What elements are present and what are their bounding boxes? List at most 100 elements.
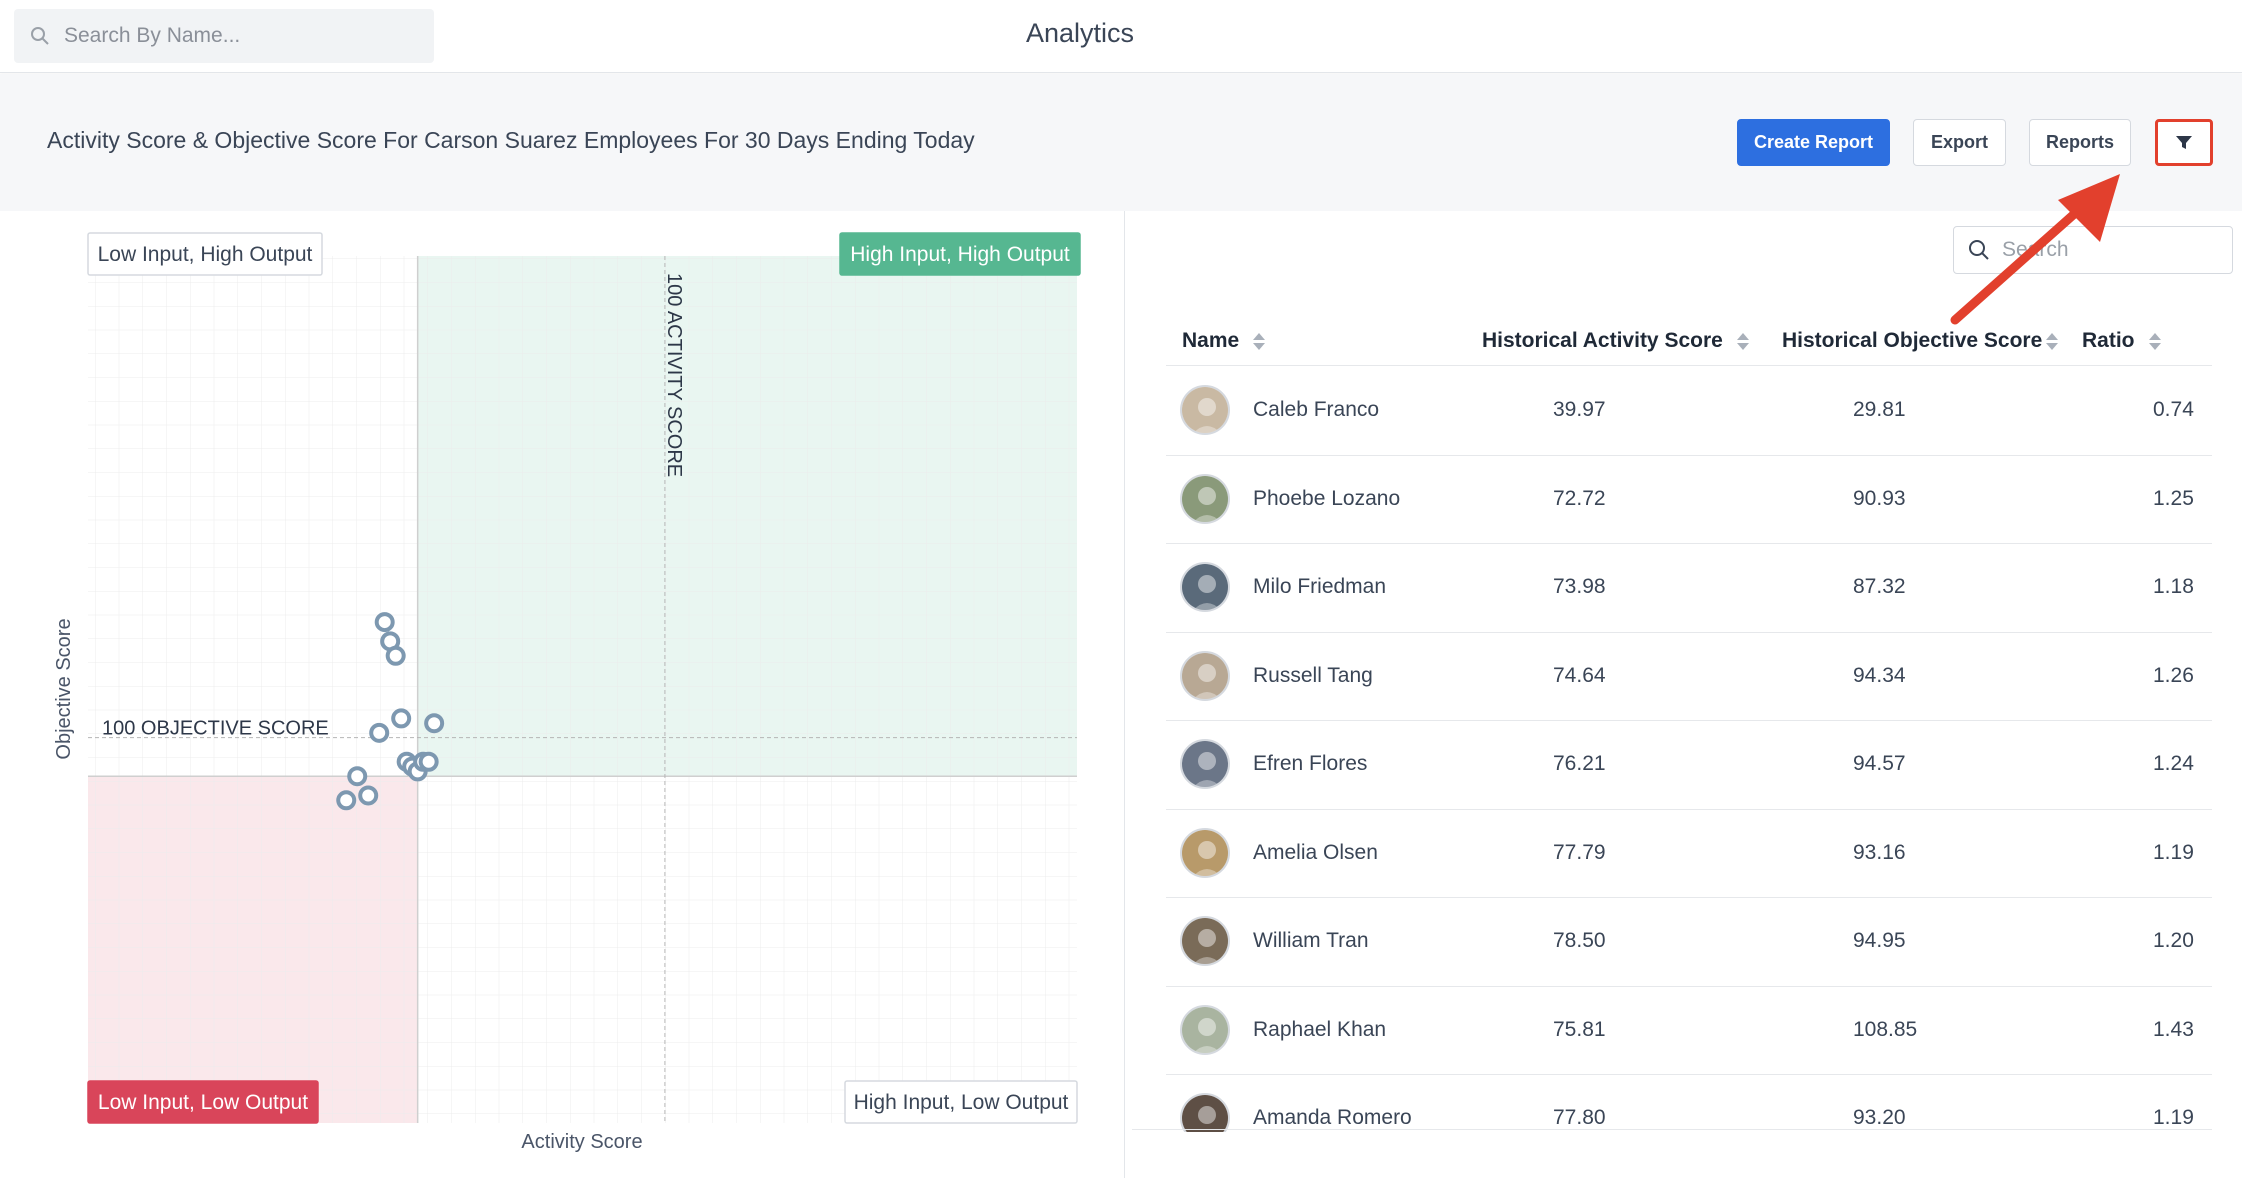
objective-score: 108.85 (1853, 1017, 1918, 1041)
column-label: Historical Objective Score (1782, 329, 2043, 352)
avatar-photo-icon (1182, 829, 1228, 876)
export-button[interactable]: Export (1913, 119, 2006, 166)
employee-name[interactable]: Caleb Franco (1253, 398, 1380, 421)
data-point (424, 713, 445, 734)
column-label: Ratio (2082, 329, 2135, 352)
data-point (358, 785, 379, 806)
quadrant-label-box (839, 232, 1081, 276)
employee-name[interactable]: Russell Tang (1253, 663, 1373, 687)
objective-score: 87.32 (1853, 575, 1906, 598)
avatar-photo-icon (1182, 475, 1228, 522)
table-header: Name Historical Activity Score Historica… (1166, 319, 2212, 366)
reference-label-objective: 100 OBJECTIVE SCORE (102, 718, 329, 740)
avatar (1180, 827, 1230, 878)
data-point (374, 612, 395, 633)
avatar-photo-icon (1182, 652, 1228, 699)
table-row[interactable]: Raphael Khan 75.81 108.85 1.43 (1166, 987, 2212, 1075)
avatar (1180, 473, 1230, 524)
search-icon (31, 27, 49, 45)
grid-lines (88, 256, 1077, 1123)
quadrant-label-box (87, 1080, 319, 1124)
activity-score: 75.81 (1553, 1017, 1606, 1041)
quadrant-label-high-high: High Input, High Output (839, 232, 1081, 276)
objective-score: 94.34 (1853, 663, 1906, 687)
reports-button[interactable]: Reports (2029, 119, 2131, 166)
table-divider (1132, 1129, 2212, 1130)
ratio: 1.43 (2153, 1017, 2194, 1041)
column-header-objective[interactable]: Historical Objective Score (1782, 329, 2059, 353)
avatar (1180, 1004, 1230, 1055)
sort-icon[interactable] (1253, 332, 1266, 350)
top-bar: Analytics (0, 0, 2242, 73)
quadrant-label-text: High Input, High Output (850, 243, 1070, 266)
ratio: 0.74 (2153, 398, 2194, 421)
activity-score: 78.50 (1553, 929, 1606, 952)
quadrant-label-high-low: High Input, Low Output (844, 1080, 1078, 1124)
avatar-photo-icon (1182, 1095, 1228, 1132)
data-point (418, 751, 439, 772)
objective-score: 93.16 (1853, 840, 1906, 864)
create-report-button[interactable]: Create Report (1737, 119, 1890, 166)
reference-label-activity: 100 ACTIVITY SCORE (663, 273, 685, 477)
report-header: Activity Score & Objective Score For Car… (0, 74, 2242, 211)
activity-score: 39.97 (1553, 398, 1606, 421)
objective-score: 93.20 (1853, 1106, 1906, 1129)
name-search-input[interactable] (64, 24, 424, 48)
objective-score: 90.93 (1853, 486, 1906, 510)
sort-icon[interactable] (1736, 332, 1749, 350)
filter-icon (2176, 135, 2192, 149)
avatar-photo-icon (1182, 918, 1228, 964)
ratio: 1.25 (2153, 486, 2194, 510)
employee-name[interactable]: Efren Flores (1253, 752, 1368, 775)
data-point (369, 722, 390, 743)
table-row[interactable]: Amelia Olsen 77.79 93.16 1.19 (1166, 810, 2212, 898)
avatar (1180, 739, 1230, 789)
quadrant-scatter-chart: Low Input, High Output High Input, High O… (53, 232, 1081, 1153)
table-row[interactable]: Efren Flores 76.21 94.57 1.24 (1166, 721, 2212, 810)
avatar (1180, 650, 1230, 701)
activity-score: 77.79 (1553, 840, 1606, 864)
avatar (1180, 562, 1230, 612)
objective-score: 29.81 (1853, 398, 1906, 421)
employee-name[interactable]: William Tran (1253, 929, 1369, 952)
sort-icon[interactable] (2148, 332, 2161, 350)
table-row[interactable]: Amanda Romero 77.80 93.20 1.19 (1166, 1075, 2212, 1132)
quadrant-label-text: Low Input, High Output (98, 243, 313, 266)
ratio: 1.19 (2153, 840, 2194, 864)
avatar-photo-icon (1182, 741, 1228, 787)
activity-score: 73.98 (1553, 575, 1606, 598)
activity-score: 76.21 (1553, 752, 1606, 775)
table-row[interactable]: William Tran 78.50 94.95 1.20 (1166, 898, 2212, 987)
table-row[interactable]: Russell Tang 74.64 94.34 1.26 (1166, 633, 2212, 721)
avatar-photo-icon (1182, 387, 1228, 433)
avatar (1180, 1093, 1230, 1132)
employee-name[interactable]: Amanda Romero (1253, 1106, 1412, 1129)
employee-name[interactable]: Amelia Olsen (1253, 840, 1378, 864)
report-title: Activity Score & Objective Score For Car… (47, 127, 975, 153)
quadrant-label-box (844, 1080, 1078, 1124)
employee-table-panel: Name Historical Activity Score Historica… (1126, 211, 2242, 1178)
avatar (1180, 916, 1230, 966)
y-axis-label: Objective Score (53, 618, 75, 759)
ratio: 1.24 (2153, 752, 2194, 775)
avatar-photo-icon (1182, 564, 1228, 610)
column-header-activity[interactable]: Historical Activity Score (1482, 329, 1749, 353)
ratio: 1.26 (2153, 663, 2194, 687)
column-header-ratio[interactable]: Ratio (2082, 329, 2161, 353)
search-icon (1969, 240, 1989, 260)
quadrant-label-box (87, 232, 323, 276)
employee-name[interactable]: Milo Friedman (1253, 575, 1387, 598)
column-header-name[interactable]: Name (1182, 329, 1266, 353)
table-row[interactable]: Milo Friedman 73.98 87.32 1.18 (1166, 544, 2212, 633)
employee-name[interactable]: Raphael Khan (1253, 1017, 1387, 1041)
avatar-photo-icon (1182, 1006, 1228, 1053)
annotation-arrow-icon (1950, 174, 2120, 325)
quadrant-label-text: High Input, Low Output (854, 1091, 1069, 1114)
avatar (1180, 385, 1230, 435)
name-search-box[interactable] (14, 9, 434, 63)
sort-icon[interactable] (2046, 332, 2059, 350)
filter-button[interactable] (2155, 119, 2213, 166)
employee-name[interactable]: Phoebe Lozano (1253, 486, 1401, 510)
table-row[interactable]: Phoebe Lozano 72.72 90.93 1.25 (1166, 456, 2212, 544)
table-row[interactable]: Caleb Franco 39.97 29.81 0.74 (1166, 367, 2212, 456)
